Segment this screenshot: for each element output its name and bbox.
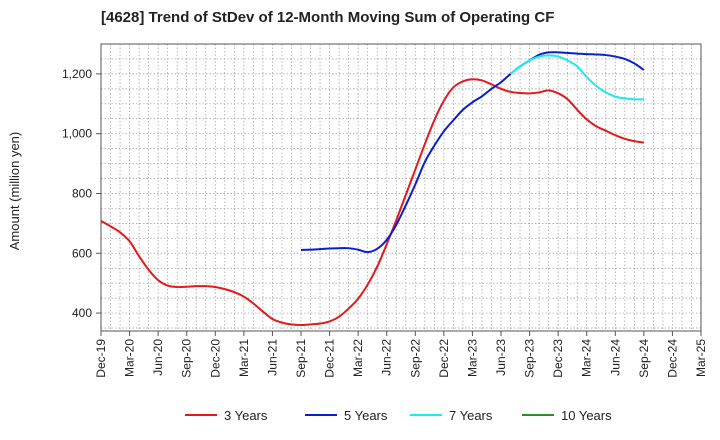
y-tick-label: 1,200: [62, 67, 92, 81]
legend-label: 5 Years: [344, 408, 388, 423]
legend-label: 10 Years: [561, 408, 612, 423]
x-tick-label: Sep-21: [294, 339, 308, 378]
legend-item: 10 Years: [522, 408, 612, 423]
grid-lines: [100, 43, 702, 331]
legend-label: 3 Years: [224, 408, 268, 423]
chart-title: [4628] Trend of StDev of 12-Month Moving…: [101, 9, 555, 26]
series-line-3-years: [100, 78, 645, 327]
x-tick-label: Dec-23: [551, 339, 565, 378]
legend-label: 7 Years: [449, 408, 493, 423]
series-line-7-years: [509, 54, 644, 101]
x-tick-label: Mar-20: [123, 339, 137, 377]
x-tick-label: Sep-20: [180, 339, 194, 378]
series-line-5-years: [300, 51, 645, 254]
legend-item: 7 Years: [410, 408, 493, 423]
x-tick-label: Dec-21: [323, 339, 337, 378]
legend: 3 Years 5 Years 7 Years 10 Years: [185, 408, 612, 423]
x-tick-label: Sep-23: [523, 339, 537, 378]
x-tick-label: Dec-24: [665, 339, 679, 378]
x-tick-label: Mar-23: [465, 339, 479, 377]
x-tick-label: Sep-22: [408, 339, 422, 378]
x-tick-label: Mar-22: [351, 339, 365, 377]
legend-item: 3 Years: [185, 408, 268, 423]
x-axis-ticks: Dec-19 Mar-20 Jun-20 Sep-20 Dec-20 Mar-21 Jun-…: [94, 331, 708, 378]
y-tick-label: 600: [72, 246, 92, 260]
series-lines: [100, 51, 645, 327]
x-tick-label: Jun-22: [380, 339, 394, 376]
x-tick-label: Jun-24: [608, 339, 622, 376]
y-axis-ticks: 400 600 800 1,000 1,200: [62, 67, 101, 320]
legend-item: 5 Years: [305, 408, 388, 423]
x-tick-label: Mar-25: [694, 339, 708, 377]
y-tick-label: 400: [72, 306, 92, 320]
x-tick-label: Mar-24: [580, 339, 594, 377]
x-tick-label: Sep-24: [637, 339, 651, 378]
x-tick-label: Jun-23: [494, 339, 508, 376]
x-tick-label: Dec-19: [94, 339, 108, 378]
x-tick-label: Dec-22: [437, 339, 451, 378]
y-axis-title: Amount (million yen): [7, 132, 22, 251]
y-tick-label: 800: [72, 186, 92, 200]
x-tick-label: Dec-20: [208, 339, 222, 378]
x-tick-label: Jun-20: [151, 339, 165, 376]
x-tick-label: Jun-21: [265, 339, 279, 376]
y-tick-label: 1,000: [62, 127, 92, 141]
x-tick-label: Mar-21: [237, 339, 251, 377]
plot-area-border: [100, 43, 702, 332]
